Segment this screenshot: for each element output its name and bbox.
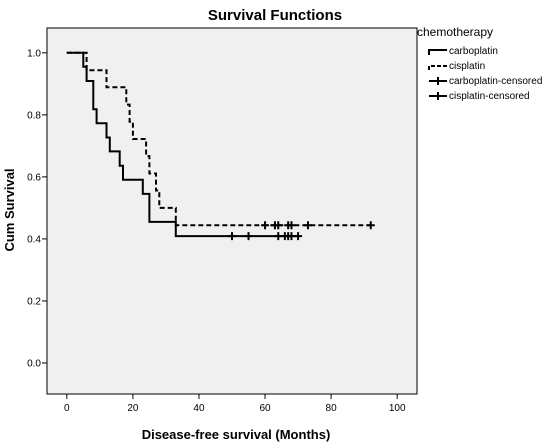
cisplatin-censor-mark xyxy=(303,221,312,230)
y-tick-label: 0.8 xyxy=(27,110,41,121)
y-tick-label: 0.2 xyxy=(27,296,41,307)
legend-title: chemotherapy xyxy=(417,25,493,39)
x-axis-ticks: 0 20 40 60 80 100 xyxy=(64,394,406,414)
cisplatin-censor-mark xyxy=(287,221,296,230)
x-axis-label: Disease-free survival (Months) xyxy=(142,427,331,442)
legend-entry-carboplatin: carboplatin xyxy=(428,46,498,57)
legend-label-carboplatin: carboplatin xyxy=(449,46,498,57)
legend-label-cisplatin: cisplatin xyxy=(449,61,485,72)
chart-title: Survival Functions xyxy=(208,7,342,24)
y-axis-ticks: 0.0 0.2 0.4 0.6 0.8 1.0 xyxy=(27,48,47,369)
y-tick-label: 0.6 xyxy=(27,172,41,183)
legend-swatch-solid-step xyxy=(428,49,447,55)
legend-label-cisplatin-censored: cisplatin-censored xyxy=(449,91,530,102)
x-tick-label: 20 xyxy=(127,403,139,414)
series-line-cisplatin xyxy=(66,51,371,227)
x-tick-label: 40 xyxy=(193,403,205,414)
carboplatin-censor-mark xyxy=(294,232,303,241)
legend-entry-cisplatin-censored: cisplatin-censored xyxy=(429,91,530,102)
series-line-carboplatin xyxy=(66,51,299,238)
legend-swatch-dashed-step xyxy=(428,65,447,70)
legend-entry-cisplatin: cisplatin xyxy=(428,61,485,72)
cisplatin-censor-mark xyxy=(261,221,270,230)
x-tick-label: 100 xyxy=(389,403,406,414)
y-axis-label: Cum Survival xyxy=(2,168,17,251)
series-layer xyxy=(66,51,375,241)
x-tick-label: 0 xyxy=(64,403,70,414)
y-tick-label: 0.4 xyxy=(27,234,41,245)
legend: chemotherapy carboplatin cisplatin carbo… xyxy=(417,25,542,102)
carboplatin-censor-mark xyxy=(228,232,236,241)
y-tick-label: 1.0 xyxy=(27,48,41,59)
x-tick-label: 80 xyxy=(326,403,338,414)
carboplatin-censor-mark xyxy=(244,232,253,241)
cisplatin-censor-mark xyxy=(274,221,283,230)
legend-label-carboplatin-censored: carboplatin-censored xyxy=(449,76,542,87)
y-tick-label: 0.0 xyxy=(27,358,41,369)
plot-area xyxy=(46,27,418,395)
x-tick-label: 60 xyxy=(259,403,271,414)
cisplatin-censor-mark xyxy=(366,221,375,230)
legend-entry-carboplatin-censored: carboplatin-censored xyxy=(429,76,542,87)
legend-swatch-censor-plus xyxy=(429,92,447,100)
legend-swatch-censor-plus xyxy=(429,77,447,85)
